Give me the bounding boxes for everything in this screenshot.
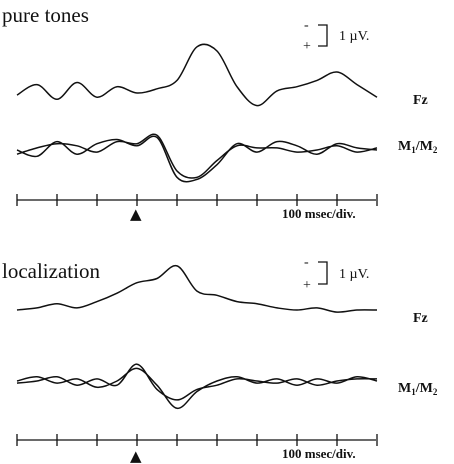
polarity-negative: - <box>304 18 309 33</box>
channel-label-m1m2: M1/M2 <box>398 139 438 155</box>
polarity-negative: - <box>304 255 309 270</box>
m1m2-trace-2 <box>16 363 378 401</box>
panel-localization: localization - + 1 µV. Fz M1/M2 ▲ 100 ms… <box>2 255 438 464</box>
panel-title: localization <box>2 259 100 283</box>
trace-group-fz <box>16 43 378 107</box>
time-axis <box>16 194 378 206</box>
stimulus-onset-marker: ▲ <box>130 447 142 464</box>
channel-label-fz: Fz <box>413 93 428 108</box>
m1m2-trace-2 <box>16 133 378 179</box>
channel-label-m1m2: M1/M2 <box>398 381 438 397</box>
scale-bar: - + 1 µV. <box>303 18 369 54</box>
time-axis-label: 100 msec/div. <box>282 446 356 461</box>
polarity-positive: + <box>303 39 311 54</box>
channel-label-fz: Fz <box>413 311 428 326</box>
scale-bracket <box>318 261 328 285</box>
scale-label: 1 µV. <box>339 29 369 44</box>
fz-trace-1 <box>16 264 378 313</box>
scale-label: 1 µV. <box>339 267 369 282</box>
trace-group-m1m2 <box>16 133 378 183</box>
m1m2-trace-1 <box>16 367 378 410</box>
stimulus-onset-marker: ▲ <box>130 205 142 223</box>
time-axis-label: 100 msec/div. <box>282 206 356 221</box>
trace-group-m1m2 <box>16 363 378 410</box>
panel-title: pure tones <box>2 3 89 27</box>
scale-bracket <box>318 24 328 47</box>
fz-trace-1 <box>16 43 378 107</box>
m1m2-trace-1 <box>16 135 378 183</box>
time-axis <box>16 434 378 446</box>
scale-bar: - + 1 µV. <box>303 255 369 293</box>
trace-group-fz <box>16 264 378 313</box>
polarity-positive: + <box>303 278 311 293</box>
panel-pure-tones: pure tones - + 1 µV. Fz M1/M2 ▲ 100 msec… <box>2 3 438 223</box>
